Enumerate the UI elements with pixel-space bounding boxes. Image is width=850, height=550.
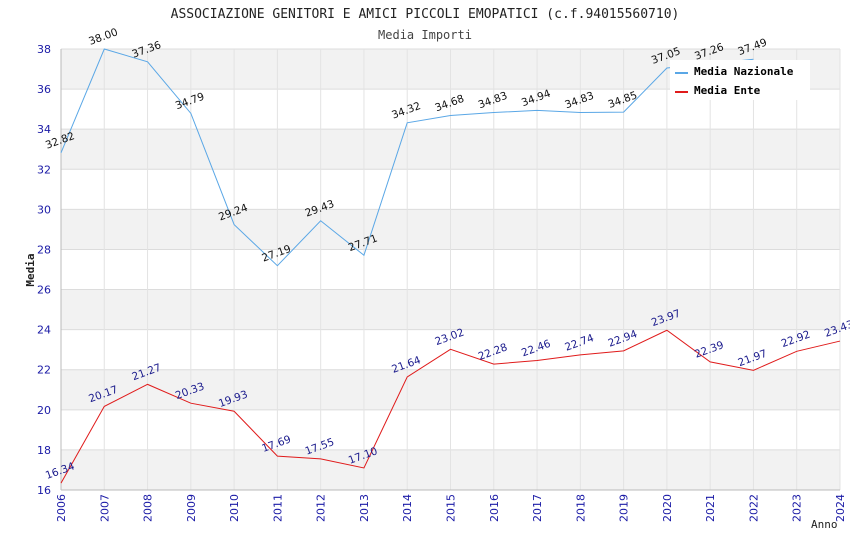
x-tick-label: 2020 bbox=[661, 494, 674, 522]
data-label: 34.79 bbox=[174, 91, 206, 113]
x-tick-label: 2007 bbox=[98, 494, 111, 522]
legend: Media Nazionale Media Ente bbox=[670, 60, 810, 100]
data-label: 22.94 bbox=[607, 328, 640, 350]
axes bbox=[60, 49, 840, 491]
x-tick-label: 2011 bbox=[271, 494, 284, 522]
x-tick-label: 2012 bbox=[315, 494, 328, 522]
x-tick-label: 2019 bbox=[618, 494, 631, 522]
x-tick-label: 2010 bbox=[228, 494, 241, 522]
x-tick-label: 2024 bbox=[834, 494, 847, 522]
legend-label-media-ente: Media Ente bbox=[694, 84, 761, 97]
y-tick-label: 16 bbox=[37, 484, 51, 497]
data-label: 22.92 bbox=[780, 329, 812, 351]
data-label: 22.46 bbox=[520, 338, 553, 360]
y-tick-label: 34 bbox=[37, 123, 51, 136]
y-tick-label: 20 bbox=[37, 404, 51, 417]
x-tick-label: 2013 bbox=[358, 494, 371, 522]
data-label: 22.74 bbox=[563, 332, 596, 354]
y-axis-title: Media bbox=[24, 253, 37, 286]
data-label: 34.85 bbox=[607, 89, 639, 111]
x-tick-label: 2008 bbox=[142, 494, 155, 522]
x-tick-label: 2017 bbox=[531, 494, 544, 522]
data-label: 34.68 bbox=[433, 93, 465, 115]
x-tick-label: 2018 bbox=[574, 494, 587, 522]
data-label: 22.28 bbox=[477, 341, 509, 363]
y-tick-label: 22 bbox=[37, 364, 51, 377]
y-tick-label: 18 bbox=[37, 444, 51, 457]
series-line-media-nazionale bbox=[60, 48, 754, 267]
legend-label-media-nazionale: Media Nazionale bbox=[694, 65, 794, 78]
chart-title: ASSOCIAZIONE GENITORI E AMICI PICCOLI EM… bbox=[171, 7, 680, 22]
y-tick-label: 24 bbox=[37, 324, 51, 337]
y-tick-label: 28 bbox=[37, 243, 51, 256]
chart-subtitle: Media Importi bbox=[378, 28, 472, 42]
data-label: 22.39 bbox=[693, 339, 725, 361]
y-tick-label: 30 bbox=[37, 203, 51, 216]
data-label: 34.32 bbox=[390, 100, 422, 122]
series-line-media-ente bbox=[60, 329, 841, 484]
x-tick-label: 2016 bbox=[488, 494, 501, 522]
x-tick-label: 2023 bbox=[791, 494, 804, 522]
y-tick-label: 32 bbox=[37, 163, 51, 176]
data-label: 34.94 bbox=[520, 87, 553, 109]
y-tick-label: 38 bbox=[37, 43, 51, 56]
data-label: 34.83 bbox=[563, 90, 595, 112]
data-label: 38.00 bbox=[87, 26, 119, 48]
x-axis-ticks: 2006 2007 2008 2009 2010 2011 2012 2013 2014 2015… bbox=[55, 494, 847, 522]
x-tick-label: 2014 bbox=[401, 494, 414, 522]
y-tick-label: 26 bbox=[37, 284, 51, 297]
x-tick-label: 2015 bbox=[445, 494, 458, 522]
y-tick-label: 36 bbox=[37, 83, 51, 96]
series-lines bbox=[60, 48, 841, 484]
legend-box bbox=[670, 60, 810, 100]
x-tick-label: 2022 bbox=[747, 494, 760, 522]
data-label: 34.83 bbox=[477, 90, 509, 112]
x-tick-label: 2021 bbox=[704, 494, 717, 522]
x-tick-label: 2009 bbox=[185, 494, 198, 522]
x-axis-title: Anno bbox=[811, 518, 838, 531]
y-axis-ticks: 16 18 20 22 24 26 28 30 32 34 36 38 bbox=[37, 43, 51, 497]
x-tick-label: 2006 bbox=[55, 494, 68, 522]
